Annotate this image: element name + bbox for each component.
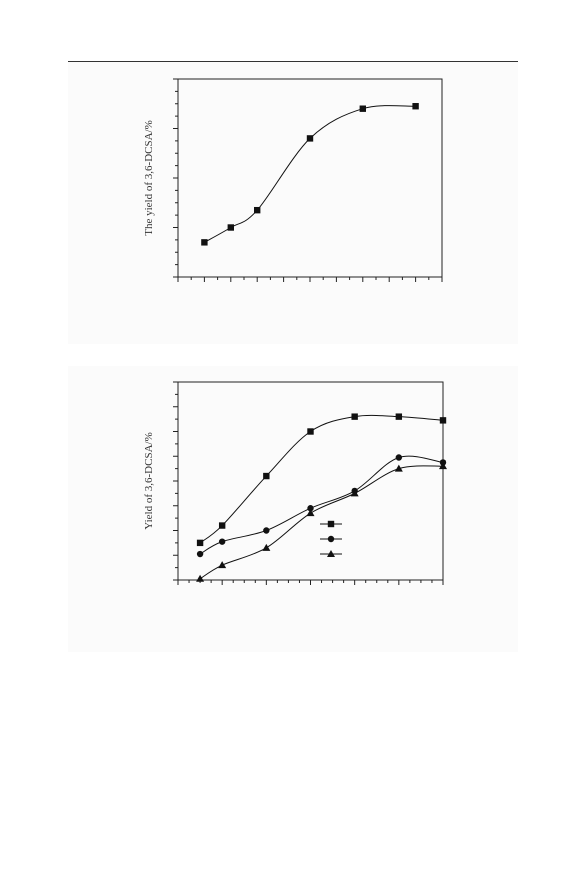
y-axis-label: Yield of 3,6-DCSA/% (143, 432, 155, 529)
data-point-circle (218, 538, 226, 545)
data-point-square (306, 135, 314, 142)
data-point-square (351, 413, 358, 420)
series-line (204, 105, 416, 243)
data-point-triangle (262, 543, 271, 551)
series-line (199, 465, 444, 580)
data-point-circle (307, 505, 314, 512)
data-point-square (254, 206, 261, 214)
data-point-square (412, 103, 419, 110)
data-point-square (307, 428, 314, 435)
data-point-square (439, 417, 447, 424)
data-point-square (359, 105, 366, 112)
y-axis-label: The yield of 3,6-DCSA/% (143, 120, 155, 235)
data-point-circle (196, 550, 204, 558)
chart-panel-b: Yield of 3,6-DCSA/% (68, 366, 518, 652)
data-point-circle (395, 454, 403, 461)
data-point-circle (263, 527, 270, 534)
data-point-square (201, 239, 208, 246)
legend-marker-circle (327, 535, 335, 543)
data-point-triangle (306, 509, 315, 517)
legend-marker-square (327, 520, 335, 528)
data-point-triangle (394, 464, 403, 472)
data-point-triangle (439, 462, 447, 470)
data-point-triangle (196, 574, 205, 582)
data-point-square (227, 224, 234, 231)
chart-panel-a: The yield of 3,6-DCSA/% (68, 62, 518, 344)
data-point-square (196, 539, 204, 547)
chart-a: The yield of 3,6-DCSA/% (143, 78, 443, 282)
data-point-square (263, 472, 270, 480)
data-point-triangle (218, 561, 227, 569)
data-point-triangle (350, 489, 359, 497)
chart-b: Yield of 3,6-DCSA/% (143, 381, 447, 585)
data-point-square (218, 522, 226, 529)
data-point-square (395, 413, 403, 420)
plot-frame (177, 381, 444, 581)
header-rule (68, 61, 518, 62)
legend-marker-triangle (327, 550, 335, 557)
plot-frame (177, 78, 443, 278)
